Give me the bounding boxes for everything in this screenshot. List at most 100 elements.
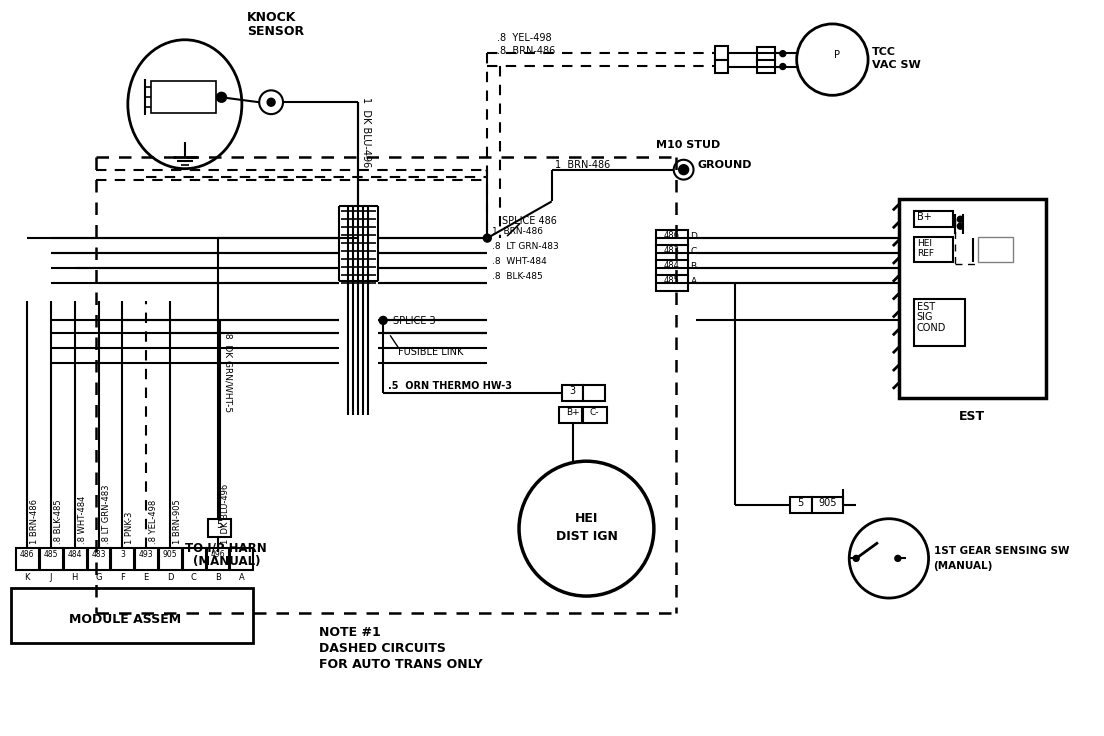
Text: VAC SW: VAC SW xyxy=(872,60,921,70)
Circle shape xyxy=(797,24,868,95)
Bar xyxy=(11,588,253,643)
Circle shape xyxy=(484,234,491,242)
Text: C: C xyxy=(191,573,197,582)
Bar xyxy=(208,519,232,537)
Text: 1ST GEAR SENSING SW: 1ST GEAR SENSING SW xyxy=(934,547,1069,556)
Bar xyxy=(656,245,688,261)
Bar xyxy=(899,199,1045,397)
Text: 5: 5 xyxy=(216,520,223,530)
Bar xyxy=(159,548,182,570)
Text: EST: EST xyxy=(916,302,935,311)
Text: 1 BRN-486: 1 BRN-486 xyxy=(30,498,39,543)
Circle shape xyxy=(519,461,654,596)
Circle shape xyxy=(379,316,388,325)
Text: 1  BRN-486: 1 BRN-486 xyxy=(492,227,543,236)
Text: 5: 5 xyxy=(797,498,804,508)
Text: D: D xyxy=(167,573,173,582)
Circle shape xyxy=(267,99,275,106)
Text: C: C xyxy=(691,247,697,256)
Circle shape xyxy=(779,51,786,57)
Text: F: F xyxy=(120,573,125,582)
Text: G: G xyxy=(95,573,102,582)
Text: HEI: HEI xyxy=(575,512,598,526)
Bar xyxy=(183,548,205,570)
Text: 484: 484 xyxy=(67,551,82,559)
Text: 1  BRN-486: 1 BRN-486 xyxy=(554,160,611,170)
Text: .5  ORN THERMO HW-3: .5 ORN THERMO HW-3 xyxy=(389,381,512,391)
Bar xyxy=(231,548,253,570)
Text: 485: 485 xyxy=(44,551,59,559)
Text: 483: 483 xyxy=(92,551,106,559)
Text: REF: REF xyxy=(916,249,934,258)
Text: 1 PNK-3: 1 PNK-3 xyxy=(126,511,135,543)
Text: SIG: SIG xyxy=(916,313,933,322)
Bar xyxy=(562,385,584,400)
Bar xyxy=(206,548,230,570)
Text: 486: 486 xyxy=(20,551,34,559)
Text: B+: B+ xyxy=(916,212,932,222)
Text: J: J xyxy=(50,573,52,582)
Bar xyxy=(715,60,729,74)
Text: 485: 485 xyxy=(664,276,680,285)
Circle shape xyxy=(216,92,226,102)
Text: K: K xyxy=(24,573,30,582)
Bar xyxy=(112,548,135,570)
Text: FUSIBLE LINK: FUSIBLE LINK xyxy=(399,347,464,357)
Bar xyxy=(914,299,965,346)
Bar xyxy=(757,46,775,60)
Circle shape xyxy=(679,165,689,174)
Text: DASHED CIRCUITS: DASHED CIRCUITS xyxy=(319,642,446,655)
Bar xyxy=(584,407,607,422)
Text: P: P xyxy=(835,50,840,60)
Ellipse shape xyxy=(128,40,242,169)
Text: 3: 3 xyxy=(570,386,575,396)
Text: 3: 3 xyxy=(120,551,125,559)
Text: (MANUAL): (MANUAL) xyxy=(934,562,992,571)
Bar xyxy=(136,548,158,570)
Bar xyxy=(715,46,729,60)
Bar xyxy=(811,497,843,513)
Text: .8  LT GRN-483: .8 LT GRN-483 xyxy=(492,242,559,251)
Text: MODULE ASSEM: MODULE ASSEM xyxy=(70,613,181,626)
Bar xyxy=(757,60,775,74)
Circle shape xyxy=(779,63,786,69)
Text: TCC: TCC xyxy=(872,46,896,57)
Text: SPLICE 486: SPLICE 486 xyxy=(502,216,558,226)
Bar xyxy=(87,548,110,570)
Text: SENSOR: SENSOR xyxy=(247,25,305,38)
Text: B: B xyxy=(691,262,697,271)
Text: .8 BLK-485: .8 BLK-485 xyxy=(54,499,63,543)
Text: D: D xyxy=(691,232,698,241)
Circle shape xyxy=(895,556,901,562)
Bar xyxy=(656,260,688,276)
Text: B: B xyxy=(214,573,221,582)
Text: H: H xyxy=(72,573,78,582)
Text: COND: COND xyxy=(916,323,946,333)
Text: .8  BRN-486: .8 BRN-486 xyxy=(497,46,555,56)
Text: HEI: HEI xyxy=(916,239,932,248)
Text: .8  YEL-498: .8 YEL-498 xyxy=(497,32,552,43)
Text: 1  DK BLU-496: 1 DK BLU-496 xyxy=(221,484,230,543)
Circle shape xyxy=(853,556,859,562)
Bar xyxy=(656,275,688,291)
Text: .8  DK GRN/WHT-5: .8 DK GRN/WHT-5 xyxy=(223,330,233,412)
Bar xyxy=(584,385,605,400)
Bar xyxy=(914,211,954,227)
Text: GROUND: GROUND xyxy=(698,160,752,170)
Text: B+: B+ xyxy=(565,408,580,417)
Text: .8 YEL-498: .8 YEL-498 xyxy=(149,499,158,543)
Bar xyxy=(17,548,39,570)
Text: 493: 493 xyxy=(139,551,153,559)
Text: (MANUAL): (MANUAL) xyxy=(193,556,261,568)
Text: SPLICE 3: SPLICE 3 xyxy=(393,316,436,327)
Bar xyxy=(789,497,811,513)
Text: TO I/P HARN: TO I/P HARN xyxy=(184,542,266,554)
Circle shape xyxy=(957,223,964,229)
Text: M10 STUD: M10 STUD xyxy=(656,140,720,150)
Text: FOR AUTO TRANS ONLY: FOR AUTO TRANS ONLY xyxy=(319,657,482,670)
Text: .8 LT GRN-483: .8 LT GRN-483 xyxy=(102,484,110,543)
Bar xyxy=(64,548,87,570)
Text: A: A xyxy=(238,573,244,582)
Text: .8  WHT-484: .8 WHT-484 xyxy=(492,257,546,266)
Text: A: A xyxy=(691,277,697,286)
